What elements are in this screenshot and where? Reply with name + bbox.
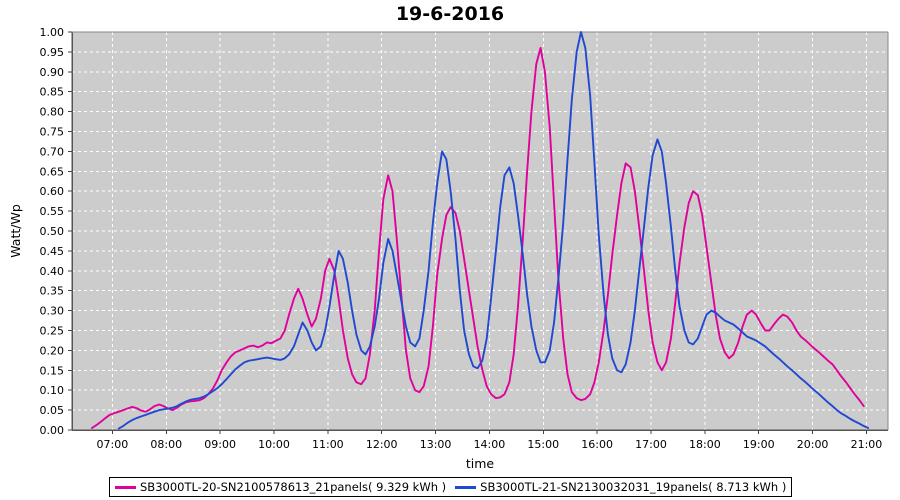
y-tick-label: 0.65 — [40, 165, 65, 178]
x-tick-label: 17:00 — [635, 438, 667, 451]
y-tick-label: 0.30 — [40, 305, 65, 318]
x-tick-label: 15:00 — [527, 438, 559, 451]
axis-titles: time Watt/Wp — [8, 204, 494, 471]
x-tick-label: 07:00 — [97, 438, 129, 451]
y-tick-label: 0.85 — [40, 86, 65, 99]
chart-title: 19-6-2016 — [395, 3, 505, 25]
y-tick-label: 0.95 — [40, 46, 65, 59]
y-tick-label: 0.70 — [40, 145, 65, 158]
x-tick-label: 11:00 — [312, 438, 344, 451]
x-tick-label: 16:00 — [581, 438, 613, 451]
series-line-1 — [90, 46, 865, 429]
y-tick-label: 0.90 — [40, 66, 65, 79]
y-axis-tick-labels: 0.00 0.05 0.10 0.15 0.20 0.25 0.30 0.35 0.40 0.45… — [40, 26, 65, 437]
y-tick-label: 0.00 — [40, 424, 65, 437]
legend-entry-series-2[interactable]: SB3000TL-21-SN2130032031_19panels( 8.713… — [455, 480, 786, 494]
chart-legend: SB3000TL-20-SN2100578613_21panels( 9.329… — [109, 477, 793, 497]
x-tick-label: 10:00 — [258, 438, 290, 451]
y-tick-label: 0.15 — [40, 364, 65, 377]
y-tick-label: 0.10 — [40, 384, 65, 397]
y-tick-label: 0.80 — [40, 106, 65, 119]
x-tick-label: 19:00 — [743, 438, 775, 451]
x-tick-label: 08:00 — [150, 438, 182, 451]
y-tick-label: 0.55 — [40, 205, 65, 218]
y-tick-label: 0.35 — [40, 285, 65, 298]
data-series-group — [90, 31, 870, 430]
series-line-2 — [117, 31, 870, 430]
y-tick-label: 0.75 — [40, 126, 65, 139]
y-tick-label: 1.00 — [40, 26, 65, 39]
axis-ticks — [68, 31, 867, 434]
x-tick-label: 20:00 — [797, 438, 829, 451]
y-tick-label: 0.25 — [40, 325, 65, 338]
x-axis-title: time — [466, 456, 495, 471]
x-axis-tick-labels: 07:00 08:00 09:00 10:00 11:00 12:00 13:00 14:00… — [97, 438, 883, 451]
y-tick-label: 0.50 — [40, 225, 65, 238]
legend-label-series-1: SB3000TL-20-SN2100578613_21panels( 9.329… — [140, 480, 447, 494]
legend-label-series-2: SB3000TL-21-SN2130032031_19panels( 8.713… — [480, 480, 787, 494]
y-tick-label: 0.05 — [40, 404, 65, 417]
legend-color-swatch-magenta — [115, 485, 136, 489]
x-tick-label: 12:00 — [366, 438, 398, 451]
x-tick-label: 21:00 — [851, 438, 883, 451]
y-tick-label: 0.45 — [40, 245, 65, 258]
x-tick-label: 18:00 — [689, 438, 721, 451]
x-tick-label: 09:00 — [204, 438, 236, 451]
legend-entry-series-1[interactable]: SB3000TL-20-SN2100578613_21panels( 9.329… — [115, 480, 446, 494]
x-tick-label: 14:00 — [474, 438, 506, 451]
y-tick-label: 0.20 — [40, 344, 65, 357]
x-tick-label: 13:00 — [420, 438, 452, 451]
y-axis-title: Watt/Wp — [8, 204, 23, 258]
legend-color-swatch-blue — [455, 485, 477, 489]
y-tick-label: 0.60 — [40, 185, 65, 198]
y-tick-label: 0.40 — [40, 265, 65, 278]
